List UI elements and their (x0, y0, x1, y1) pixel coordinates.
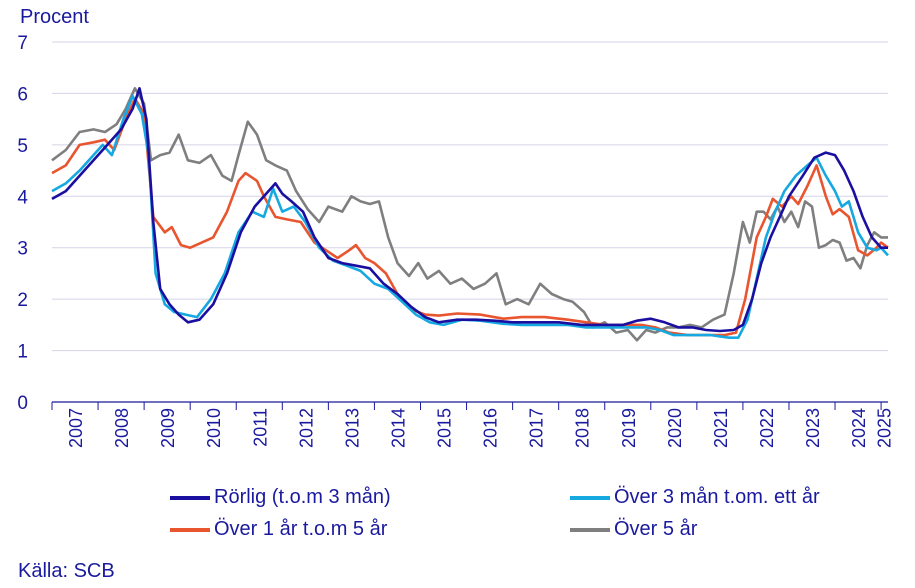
legend-item: Över 3 mån t.om. ett år (570, 486, 820, 509)
x-tick-label: 2008 (112, 408, 132, 448)
series-lines (51, 87, 889, 342)
x-tick-label: 2022 (757, 408, 777, 448)
x-tick-label: 2021 (711, 408, 731, 448)
legend-item: Rörlig (t.o.m 3 mån) (170, 486, 391, 509)
x-tick-label: 2024 (849, 408, 869, 448)
y-tick-label: 6 (17, 84, 28, 105)
x-tick-label: 2019 (619, 408, 639, 448)
gridlines (52, 41, 888, 352)
series-line (51, 87, 888, 342)
x-tick-label: 2012 (296, 408, 316, 448)
y-tick-label: 4 (17, 187, 28, 208)
source-note: Källa: SCB (18, 560, 115, 582)
y-axis-title: Procent (20, 6, 89, 28)
x-tick-label: 2018 (573, 408, 593, 448)
x-tick-label: 2013 (342, 408, 362, 448)
legend-swatch (170, 527, 210, 532)
y-tick-label: 0 (17, 393, 28, 414)
y-tick-label: 3 (17, 239, 28, 260)
legend-swatch (170, 495, 210, 500)
x-tick-labels: 2007 2008 2009 2010 2011 2012 2013 2014 2015 2016… (66, 408, 894, 448)
x-tick-label: 2023 (803, 408, 823, 448)
axes (51, 401, 888, 410)
x-tick-label: 2020 (665, 408, 685, 448)
y-tick-label: 2 (17, 290, 28, 311)
series-line (51, 87, 888, 333)
series-line (51, 97, 889, 337)
legend-label: Över 5 år (614, 518, 698, 540)
series-line (51, 94, 889, 339)
x-tick-label: 2010 (204, 408, 224, 448)
y-tick-label: 1 (17, 342, 28, 363)
legend-label: Rörlig (t.o.m 3 mån) (214, 486, 391, 508)
x-tick-label: 2009 (158, 408, 178, 448)
x-tick-label: 2025 (874, 408, 894, 448)
y-tick-label: 5 (17, 136, 28, 157)
x-tick-label: 2015 (435, 408, 455, 448)
x-tick-label: 2011 (250, 408, 270, 447)
legend-label: Över 1 år t.o.m 5 år (214, 518, 388, 540)
y-tick-labels: 0 1 2 3 4 5 6 7 (17, 33, 28, 414)
x-tick-label: 2016 (481, 408, 501, 448)
x-tick-label: 2014 (388, 408, 408, 448)
legend-label: Över 3 mån t.om. ett år (614, 486, 820, 508)
legend-item: Över 1 år t.o.m 5 år (170, 518, 387, 541)
x-tick-label: 2017 (527, 408, 547, 448)
y-tick-label: 7 (17, 33, 28, 54)
legend-swatch (570, 495, 610, 500)
x-tick-label: 2007 (66, 408, 86, 448)
legend-swatch (570, 527, 610, 532)
legend-item: Över 5 år (570, 518, 697, 541)
